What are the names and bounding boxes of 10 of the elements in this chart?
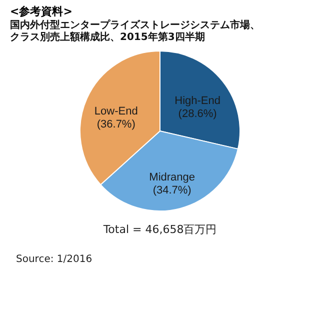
source-note: Source: 1/2016 [16,254,92,265]
slice-label: High-End [174,95,220,108]
data-label: (28.6%) [178,108,217,120]
chart-title: <参考資料> [10,5,72,18]
data-label: (36.7%) [96,118,136,131]
text: Total = 46,658百万円 [102,223,217,236]
slice-label: Low-End [94,106,138,118]
chart-subtitle: 国内外付型エンタープライズストレージシステム市場、クラス別売上額構成比、2015年第3四半期 [10,19,260,43]
data-label: (34.7%) [152,184,192,196]
slice-label: Midrange [149,171,196,184]
